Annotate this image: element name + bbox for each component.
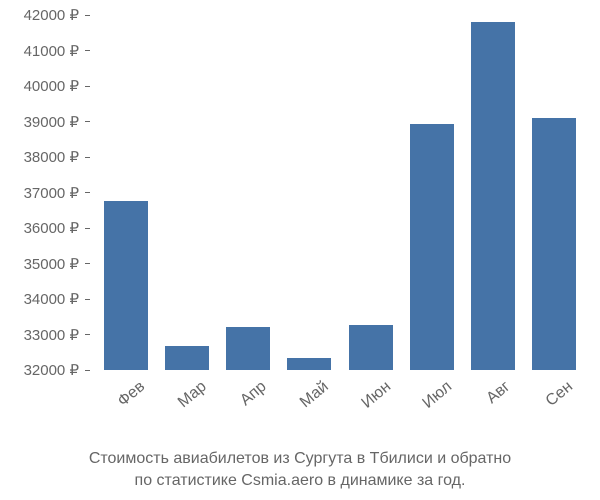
y-tick-label: 37000 ₽ [24,184,85,202]
caption-line-1: Стоимость авиабилетов из Сургута в Тбили… [89,450,511,467]
y-tick-mark [85,263,90,264]
chart-caption: Стоимость авиабилетов из Сургута в Тбили… [0,448,600,491]
x-labels: Фев Мар Апр Май Июн Июл Авг Сен [95,370,585,440]
y-tick-label: 39000 ₽ [24,113,85,131]
y-tick: 39000 ₽ [0,113,90,131]
x-label: Авг [483,378,514,408]
y-tick-mark [85,157,90,158]
bar [226,327,270,370]
x-axis: Фев Мар Апр Май Июн Июл Авг Сен [95,370,585,440]
y-tick-mark [85,15,90,16]
y-tick-mark [85,192,90,193]
x-label-slot: Сен [524,370,585,440]
y-tick-mark [85,228,90,229]
x-label: Мар [175,378,211,412]
y-tick-label: 40000 ₽ [24,77,85,95]
bar [287,358,331,370]
y-tick-mark [85,370,90,371]
y-tick-label: 36000 ₽ [24,219,85,237]
bar-slot [524,15,585,370]
x-label-slot: Мар [156,370,217,440]
y-tick-mark [85,86,90,87]
x-label-slot: Июл [401,370,462,440]
x-label: Апр [237,378,270,410]
caption-line-2: по статистике Csmia.aero в динамике за г… [135,472,466,489]
y-tick-label: 42000 ₽ [24,6,85,24]
y-tick: 40000 ₽ [0,77,90,95]
bar-slot [463,15,524,370]
bar [349,325,393,370]
x-label-slot: Апр [218,370,279,440]
bar-slot [156,15,217,370]
bar [471,22,515,370]
y-tick: 34000 ₽ [0,290,90,308]
y-tick-mark [85,299,90,300]
x-label: Май [297,378,333,412]
x-label: Июн [358,378,394,413]
x-label-slot: Авг [463,370,524,440]
bar [104,201,148,370]
bar-slot [401,15,462,370]
y-tick: 42000 ₽ [0,6,90,24]
bar [165,346,209,370]
y-tick: 38000 ₽ [0,148,90,166]
bar [410,124,454,370]
x-label-slot: Май [279,370,340,440]
bar [532,118,576,370]
x-label: Сен [543,378,577,411]
y-tick-label: 34000 ₽ [24,290,85,308]
x-label-slot: Фев [95,370,156,440]
y-tick: 32000 ₽ [0,361,90,379]
x-label: Июл [419,378,455,413]
y-tick: 33000 ₽ [0,326,90,344]
y-tick: 41000 ₽ [0,42,90,60]
price-chart: 32000 ₽ 33000 ₽ 34000 ₽ 35000 ₽ 36000 ₽ 37000… [0,0,600,500]
bars-container [95,15,585,370]
x-label-slot: Июн [340,370,401,440]
y-tick-label: 41000 ₽ [24,42,85,60]
y-tick-label: 33000 ₽ [24,326,85,344]
plot-area [95,15,585,370]
bar-slot [95,15,156,370]
y-tick-label: 38000 ₽ [24,148,85,166]
y-tick-label: 32000 ₽ [24,361,85,379]
y-tick-mark [85,334,90,335]
x-label: Фев [114,378,148,411]
y-tick-mark [85,121,90,122]
y-tick-mark [85,50,90,51]
bar-slot [340,15,401,370]
y-tick-label: 35000 ₽ [24,255,85,273]
bar-slot [279,15,340,370]
bar-slot [218,15,279,370]
y-tick: 36000 ₽ [0,219,90,237]
y-tick: 37000 ₽ [0,184,90,202]
y-axis: 32000 ₽33000 ₽34000 ₽35000 ₽36000 ₽37000… [0,15,90,370]
y-tick: 35000 ₽ [0,255,90,273]
